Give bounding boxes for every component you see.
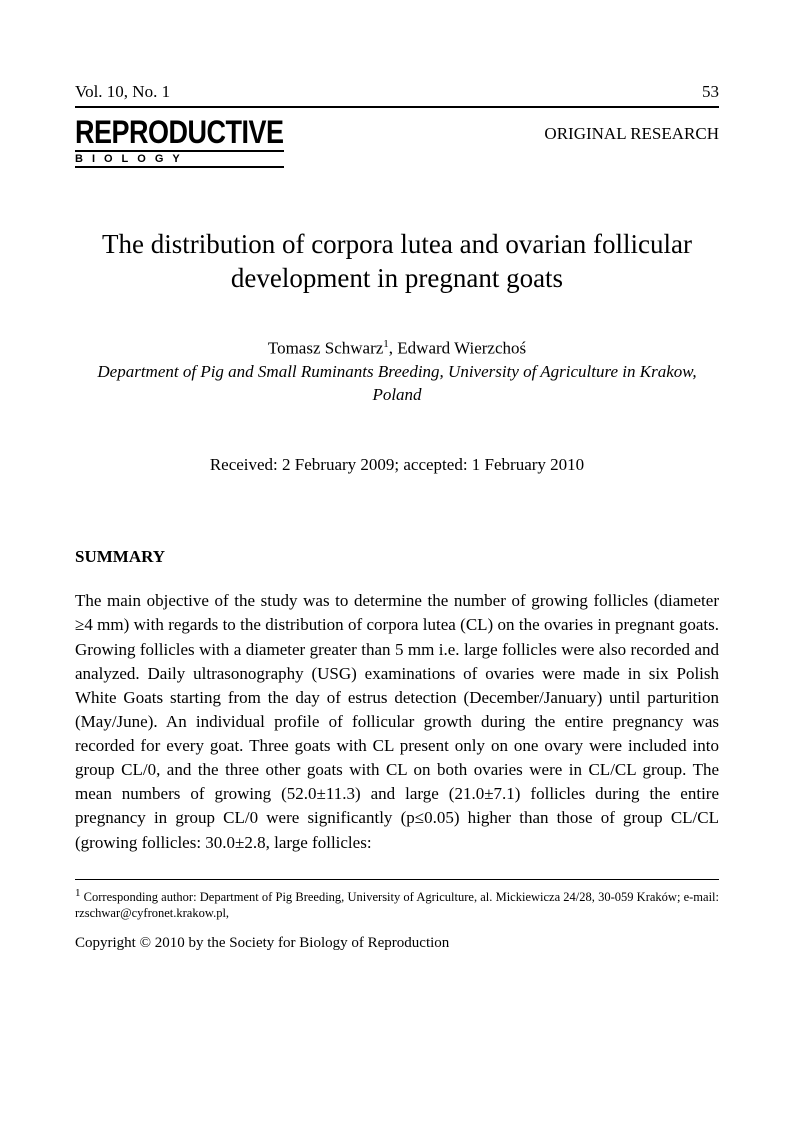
section-heading-summary: SUMMARY [75,547,719,567]
page-number: 53 [702,82,719,102]
page-header: Vol. 10, No. 1 53 [75,82,719,108]
journal-logo-sub: BIOLOGY [75,150,284,168]
summary-body: The main objective of the study was to d… [75,589,719,854]
copyright: Copyright © 2010 by the Society for Biol… [75,935,719,952]
footnote-text: Corresponding author: Department of Pig … [75,890,719,920]
authors: Tomasz Schwarz1, Edward Wierzchoś [75,338,719,359]
author-name-2: , Edward Wierzchoś [389,338,526,357]
footnote: 1 Corresponding author: Department of Pi… [75,886,719,922]
affiliation: Department of Pig and Small Ruminants Br… [75,361,719,407]
journal-logo: REPRODUCTIVE BIOLOGY [75,118,284,168]
author-name-1: Tomasz Schwarz [268,338,383,357]
logo-row: REPRODUCTIVE BIOLOGY ORIGINAL RESEARCH [75,118,719,168]
footnote-separator [75,879,719,880]
article-title: The distribution of corpora lutea and ov… [75,228,719,296]
volume-issue: Vol. 10, No. 1 [75,82,170,102]
article-type: ORIGINAL RESEARCH [544,124,719,144]
journal-logo-main: REPRODUCTIVE [75,118,284,147]
dates: Received: 2 February 2009; accepted: 1 F… [75,455,719,475]
